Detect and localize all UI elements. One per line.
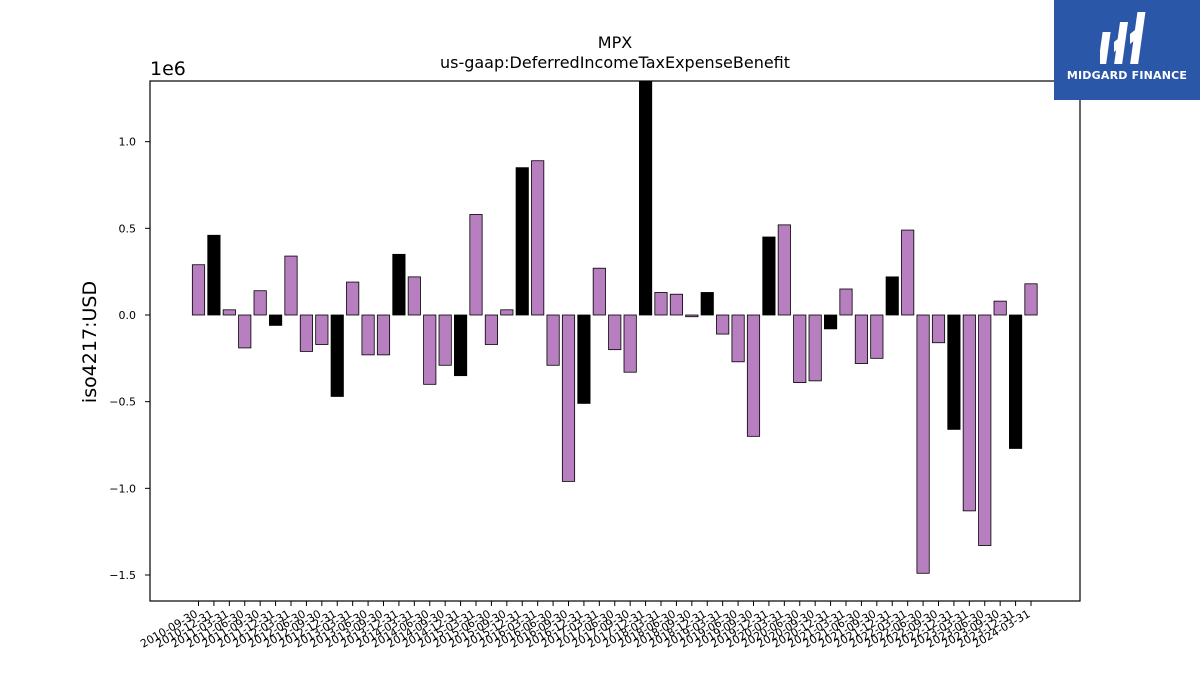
bar-2020-12-31 bbox=[824, 314, 838, 330]
bar-2017-03-31 bbox=[592, 267, 606, 316]
y-axis-label: iso4217:USD bbox=[79, 281, 101, 403]
bar-2023-03-31 bbox=[962, 314, 976, 512]
bar-2019-09-30 bbox=[746, 314, 761, 437]
y-axis-ticks: −1.5 −1.0 −0.5 0.0 0.5 1.0 bbox=[109, 136, 150, 582]
x-axis-ticks: 2010-09-302010-12-312011-03-312011-06-30… bbox=[138, 601, 1033, 651]
bar-2013-06-30 bbox=[361, 314, 375, 356]
bar-2012-03-31 bbox=[284, 255, 298, 316]
bar-2012-06-30 bbox=[299, 314, 313, 352]
chart-subtitle: us-gaap:DeferredIncomeTaxExpenseBenefit bbox=[440, 53, 790, 72]
bar-2019-06-30 bbox=[731, 314, 745, 363]
bar-2011-12-31 bbox=[269, 314, 283, 326]
bar-2014-06-30 bbox=[423, 314, 437, 385]
bar-2011-06-30 bbox=[238, 314, 252, 349]
bar-2010-12-31 bbox=[207, 234, 221, 316]
bar-2021-03-31 bbox=[839, 288, 853, 316]
bar-2022-12-31 bbox=[947, 314, 961, 430]
bar-2021-12-31 bbox=[885, 276, 899, 316]
bar-2014-09-30 bbox=[438, 314, 452, 366]
bar-2016-12-31 bbox=[577, 314, 591, 404]
bar-2014-03-31 bbox=[407, 276, 421, 316]
chart-title: MPX bbox=[598, 33, 632, 52]
bar-2024-03-31 bbox=[1024, 283, 1038, 316]
bar-2013-12-31 bbox=[392, 253, 406, 316]
bar-2015-12-31 bbox=[515, 167, 529, 316]
y-tick-label: −1.0 bbox=[109, 482, 136, 495]
bar-2015-03-31 bbox=[469, 214, 483, 316]
bar-2012-12-31 bbox=[330, 314, 344, 397]
y-axis-offset-label: 1e6 bbox=[150, 58, 186, 80]
bar-2010-09-30 bbox=[191, 264, 206, 316]
bar-2015-06-30 bbox=[484, 314, 498, 345]
bar-2016-06-30 bbox=[546, 314, 560, 366]
bar-2016-09-30 bbox=[561, 314, 576, 482]
bar-2017-09-30 bbox=[623, 314, 637, 373]
brand-logo: MIDGARD FINANCE bbox=[1054, 0, 1200, 100]
bar-2021-06-30 bbox=[854, 314, 868, 364]
bar-2022-06-30 bbox=[916, 314, 930, 574]
bar-2022-03-31 bbox=[901, 229, 915, 316]
bar-2011-03-31 bbox=[222, 309, 236, 316]
bar-2018-09-30 bbox=[685, 314, 699, 318]
bar-2020-09-30 bbox=[808, 314, 822, 382]
bar-series bbox=[191, 80, 1038, 574]
bar-2023-12-31 bbox=[1009, 314, 1023, 449]
bar-2014-12-31 bbox=[454, 314, 468, 377]
bar-2013-03-31 bbox=[346, 281, 360, 316]
bar-2018-06-30 bbox=[669, 293, 683, 316]
bar-2020-06-30 bbox=[793, 314, 807, 383]
bar-2013-09-30 bbox=[376, 314, 391, 356]
bar-2011-09-30 bbox=[253, 290, 267, 316]
bar-2016-03-31 bbox=[531, 160, 545, 316]
bar-2017-12-31 bbox=[639, 80, 653, 316]
brand-name: MIDGARD FINANCE bbox=[1066, 69, 1188, 82]
bar-2012-09-30 bbox=[315, 314, 329, 345]
y-tick-label: 1.0 bbox=[119, 136, 137, 149]
midgard-logo-icon bbox=[1100, 12, 1146, 64]
bar-2018-12-31 bbox=[700, 292, 714, 316]
plot-frame bbox=[149, 80, 1081, 602]
y-tick-label: 0.5 bbox=[119, 222, 137, 235]
bar-2020-03-31 bbox=[777, 224, 791, 316]
bar-2023-09-30 bbox=[993, 300, 1007, 316]
bar-2023-06-30 bbox=[978, 314, 992, 546]
y-tick-label: 0.0 bbox=[119, 309, 137, 322]
bar-2015-09-30 bbox=[500, 309, 514, 316]
bar-2021-09-30 bbox=[870, 314, 884, 359]
bar-2017-06-30 bbox=[608, 314, 622, 351]
bar-2022-09-30 bbox=[931, 314, 946, 344]
y-tick-label: −0.5 bbox=[109, 396, 136, 409]
y-tick-label: −1.5 bbox=[109, 569, 136, 582]
bar-2019-12-31 bbox=[762, 236, 776, 316]
bar-2019-03-31 bbox=[716, 314, 730, 335]
bar-2018-03-31 bbox=[654, 292, 668, 316]
